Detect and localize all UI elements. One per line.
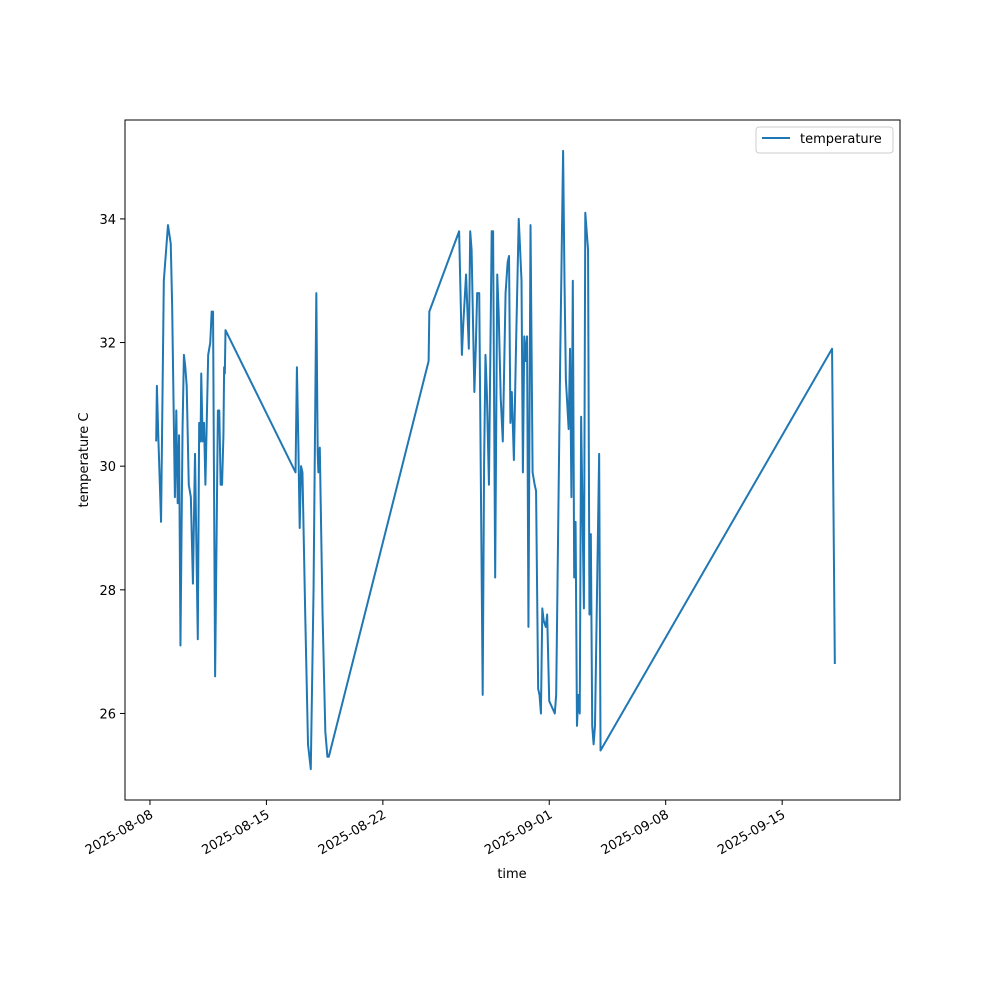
legend: temperature: [755, 126, 894, 154]
legend-box: [755, 126, 894, 154]
y-tick-label: 34: [99, 213, 116, 228]
y-axis-ticks: 26 28 30 32 34: [99, 213, 125, 722]
x-axis-label: time: [497, 867, 526, 882]
y-tick-label: 28: [99, 584, 116, 599]
series-line-temperature: [155, 149, 836, 771]
y-tick-label: 26: [99, 707, 116, 722]
plot-area: [155, 149, 836, 771]
y-axis-label: temperature C: [77, 413, 92, 508]
y-tick-label: 32: [99, 337, 116, 352]
legend-label-temperature: temperature: [800, 132, 882, 147]
y-tick-label: 30: [99, 460, 116, 475]
axes-frame: [124, 119, 901, 801]
